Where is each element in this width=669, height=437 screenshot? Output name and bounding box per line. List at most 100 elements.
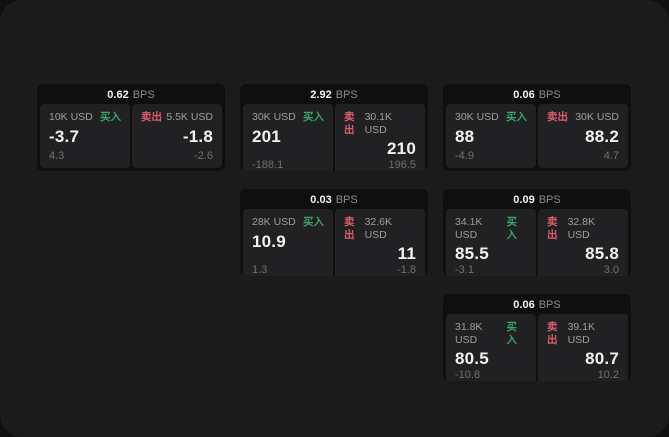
buy-amount: 28K USD bbox=[252, 216, 296, 228]
buy-main-value: 201 bbox=[252, 126, 281, 146]
sell-main-value: -1.8 bbox=[182, 126, 213, 146]
card-body: 30K USD 买入 88 -4.9 卖出 30K USD 88.2 4.7 bbox=[443, 104, 631, 171]
sell-side-label: 卖出 bbox=[344, 216, 355, 241]
sell-panel[interactable]: 卖出 39.1K USD 80.7 10.2 bbox=[538, 314, 628, 381]
bps-unit-label: BPS bbox=[132, 88, 155, 101]
sell-side-label: 卖出 bbox=[344, 111, 355, 136]
buy-amount: 31.8K USD bbox=[455, 321, 483, 346]
buy-panel-top: 31.8K USD 买入 bbox=[455, 321, 527, 346]
buy-side-label: 买入 bbox=[506, 111, 527, 123]
buy-side-label: 买入 bbox=[100, 111, 121, 123]
bps-value: 2.92 bbox=[310, 88, 332, 101]
bps-value: 0.03 bbox=[310, 193, 332, 206]
sell-panel[interactable]: 卖出 5.5K USD -1.8 -2.6 bbox=[132, 104, 222, 168]
sell-amount: 32.6K USD bbox=[364, 216, 393, 241]
buy-amount: 34.1K USD bbox=[455, 216, 483, 241]
card-header: 2.92 BPS bbox=[240, 84, 428, 104]
sell-panel-top: 卖出 30.1K USD bbox=[344, 111, 416, 136]
buy-amount: 10K USD bbox=[49, 111, 93, 123]
sell-main-value: 85.8 bbox=[585, 244, 619, 264]
buy-amount: 30K USD bbox=[252, 111, 296, 123]
bps-unit-label: BPS bbox=[538, 298, 561, 311]
sell-panel[interactable]: 卖出 32.6K USD 11 -1.8 bbox=[335, 209, 425, 276]
card-header: 0.06 BPS bbox=[443, 294, 631, 314]
sell-amount: 32.8K USD bbox=[567, 216, 596, 241]
quote-card: 0.03 BPS 28K USD 买入 10.9 1.3 卖出 32.6K US… bbox=[240, 189, 428, 276]
card-body: 34.1K USD 买入 85.5 -3.1 卖出 32.8K USD 85.8… bbox=[443, 209, 631, 276]
buy-sub-value: -3.1 bbox=[455, 263, 474, 276]
sell-sub-value: -2.6 bbox=[194, 149, 213, 162]
sell-panel-top: 卖出 5.5K USD bbox=[141, 111, 213, 124]
sell-side-label: 卖出 bbox=[547, 111, 568, 123]
sell-sub-value: 10.2 bbox=[597, 368, 619, 381]
buy-side-label: 买入 bbox=[506, 321, 517, 346]
sell-amount: 39.1K USD bbox=[567, 321, 596, 346]
quote-card: 0.06 BPS 31.8K USD 买入 80.5 -10.8 卖出 39.1… bbox=[443, 294, 631, 381]
quote-card: 0.09 BPS 34.1K USD 买入 85.5 -3.1 卖出 32.8K… bbox=[443, 189, 631, 276]
card-body: 30K USD 买入 201 -188.1 卖出 30.1K USD 210 1… bbox=[240, 104, 428, 171]
quote-card: 2.92 BPS 30K USD 买入 201 -188.1 卖出 30.1K … bbox=[240, 84, 428, 171]
buy-panel-top: 10K USD 买入 bbox=[49, 111, 121, 124]
buy-main-value: 88 bbox=[455, 126, 475, 146]
sell-main-value: 11 bbox=[397, 244, 416, 264]
buy-sub-value: -188.1 bbox=[252, 158, 284, 171]
card-header: 0.06 BPS bbox=[443, 84, 631, 104]
sell-panel[interactable]: 卖出 32.8K USD 85.8 3.0 bbox=[538, 209, 628, 276]
quote-card: 0.62 BPS 10K USD 买入 -3.7 4.3 卖出 5.5K USD… bbox=[37, 84, 225, 171]
sell-panel-top: 卖出 39.1K USD bbox=[547, 321, 619, 346]
sell-amount: 30K USD bbox=[575, 111, 619, 123]
buy-panel[interactable]: 10K USD 买入 -3.7 4.3 bbox=[40, 104, 130, 168]
sell-main-value: 210 bbox=[387, 139, 416, 159]
buy-side-label: 买入 bbox=[506, 216, 517, 241]
card-body: 28K USD 买入 10.9 1.3 卖出 32.6K USD 11 -1.8 bbox=[240, 209, 428, 276]
buy-main-value: 85.5 bbox=[455, 244, 489, 264]
buy-side-label: 买入 bbox=[303, 111, 324, 123]
sell-sub-value: -1.8 bbox=[397, 263, 416, 276]
buy-sub-value: 1.3 bbox=[252, 263, 268, 276]
buy-panel[interactable]: 34.1K USD 买入 85.5 -3.1 bbox=[446, 209, 536, 276]
buy-sub-value: -10.8 bbox=[455, 368, 481, 381]
buy-panel[interactable]: 31.8K USD 买入 80.5 -10.8 bbox=[446, 314, 536, 381]
card-header: 0.09 BPS bbox=[443, 189, 631, 209]
buy-main-value: 80.5 bbox=[455, 349, 489, 369]
buy-amount: 30K USD bbox=[455, 111, 499, 123]
sell-sub-value: 4.7 bbox=[603, 149, 619, 162]
buy-panel-top: 30K USD 买入 bbox=[252, 111, 324, 124]
buy-main-value: -3.7 bbox=[49, 126, 80, 146]
sell-amount: 30.1K USD bbox=[364, 111, 393, 136]
buy-panel[interactable]: 28K USD 买入 10.9 1.3 bbox=[243, 209, 333, 276]
buy-panel-top: 30K USD 买入 bbox=[455, 111, 527, 124]
sell-side-label: 卖出 bbox=[547, 216, 558, 241]
sell-panel-top: 卖出 30K USD bbox=[547, 111, 619, 124]
buy-panel[interactable]: 30K USD 买入 88 -4.9 bbox=[446, 104, 536, 168]
sell-side-label: 卖出 bbox=[547, 321, 558, 346]
sell-panel-top: 卖出 32.6K USD bbox=[344, 216, 416, 241]
buy-main-value: 10.9 bbox=[252, 231, 286, 251]
sell-panel[interactable]: 卖出 30K USD 88.2 4.7 bbox=[538, 104, 628, 168]
sell-sub-value: 196.5 bbox=[388, 158, 416, 171]
sell-panel-top: 卖出 32.8K USD bbox=[547, 216, 619, 241]
bps-value: 0.09 bbox=[513, 193, 535, 206]
buy-sub-value: 4.3 bbox=[49, 149, 65, 162]
bps-value: 0.62 bbox=[107, 88, 129, 101]
quote-card: 0.06 BPS 30K USD 买入 88 -4.9 卖出 30K USD 8… bbox=[443, 84, 631, 171]
card-body: 31.8K USD 买入 80.5 -10.8 卖出 39.1K USD 80.… bbox=[443, 314, 631, 381]
sell-amount: 5.5K USD bbox=[166, 111, 213, 123]
buy-panel-top: 28K USD 买入 bbox=[252, 216, 324, 229]
bps-value: 0.06 bbox=[513, 298, 535, 311]
bps-unit-label: BPS bbox=[335, 193, 358, 206]
buy-sub-value: -4.9 bbox=[455, 149, 474, 162]
sell-panel[interactable]: 卖出 30.1K USD 210 196.5 bbox=[335, 104, 425, 171]
quote-cards-grid: 0.62 BPS 10K USD 买入 -3.7 4.3 卖出 5.5K USD… bbox=[37, 84, 631, 381]
card-body: 10K USD 买入 -3.7 4.3 卖出 5.5K USD -1.8 -2.… bbox=[37, 104, 225, 171]
card-header: 0.62 BPS bbox=[37, 84, 225, 104]
bps-unit-label: BPS bbox=[538, 88, 561, 101]
buy-panel[interactable]: 30K USD 买入 201 -188.1 bbox=[243, 104, 333, 171]
bps-unit-label: BPS bbox=[538, 193, 561, 206]
buy-side-label: 买入 bbox=[303, 216, 324, 228]
sell-sub-value: 3.0 bbox=[603, 263, 619, 276]
bps-unit-label: BPS bbox=[335, 88, 358, 101]
bps-value: 0.06 bbox=[513, 88, 535, 101]
card-header: 0.03 BPS bbox=[240, 189, 428, 209]
